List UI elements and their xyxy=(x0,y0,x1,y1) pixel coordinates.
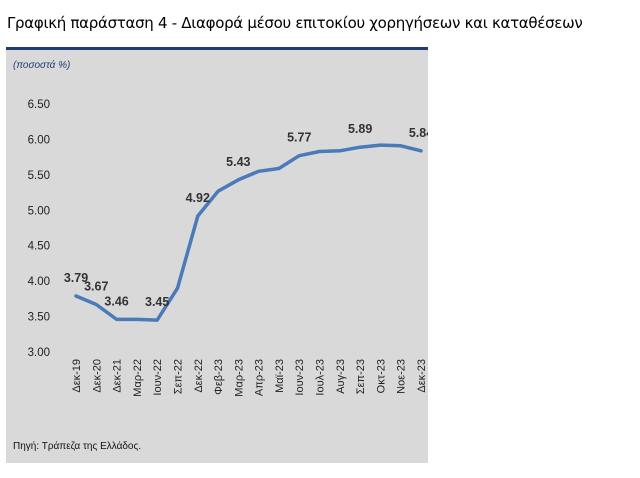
series-line xyxy=(74,143,423,322)
data-point xyxy=(419,149,423,153)
data-label: 3.46 xyxy=(104,294,128,308)
data-label: 3.45 xyxy=(145,295,169,309)
x-tick-label: Σεπ-22 xyxy=(172,359,184,394)
data-point xyxy=(277,166,281,170)
x-tick-label: Ιουλ-23 xyxy=(315,359,327,396)
data-point xyxy=(236,178,240,182)
y-tick-label: 6.50 xyxy=(28,99,50,111)
data-point xyxy=(115,317,119,321)
data-point xyxy=(175,286,179,290)
x-tick-label: Δεκ-23 xyxy=(416,359,428,393)
y-tick-label: 3.00 xyxy=(28,347,50,359)
data-point xyxy=(297,154,301,158)
data-point xyxy=(318,149,322,153)
data-label: 3.67 xyxy=(84,280,108,294)
data-label: 5.89 xyxy=(348,122,372,136)
x-tick-label: Δεκ-20 xyxy=(91,359,103,393)
data-point xyxy=(338,149,342,153)
chart-panel xyxy=(6,47,428,463)
data-point xyxy=(378,143,382,147)
data-point xyxy=(358,145,362,149)
data-label: 5.43 xyxy=(226,155,250,169)
x-tick-label: Μαρ-22 xyxy=(132,359,144,397)
x-tick-label: Οκτ-23 xyxy=(375,359,387,393)
x-tick-label: Νοε-23 xyxy=(396,359,408,394)
x-tick-label: Μαϊ-23 xyxy=(274,359,286,393)
y-tick-label: 4.00 xyxy=(28,276,50,288)
data-label: 5.77 xyxy=(287,131,311,145)
data-label: 4.92 xyxy=(186,191,210,205)
panel-top-border xyxy=(6,47,428,50)
data-point xyxy=(257,169,261,173)
x-tick-label: Ιουν-23 xyxy=(294,359,306,396)
y-tick-label: 3.50 xyxy=(28,312,50,324)
x-tick-label: Δεκ-21 xyxy=(112,359,124,393)
x-tick-label: Δεκ-19 xyxy=(71,359,83,393)
source-note: Πηγή: Τράπεζα της Ελλάδος. xyxy=(13,441,142,452)
data-point xyxy=(74,294,78,298)
data-label: 5.84 xyxy=(409,126,428,140)
x-tick-label: Μαρ-23 xyxy=(233,359,245,397)
y-tick-label: 6.00 xyxy=(28,134,50,146)
x-tick-label: Σεπ-23 xyxy=(355,359,367,394)
y-tick-label: 5.50 xyxy=(28,170,50,182)
y-units-label: (ποσοστά %) xyxy=(13,60,71,71)
x-tick-label: Δεκ-22 xyxy=(193,359,205,393)
x-tick-label: Φεβ-23 xyxy=(213,359,225,395)
data-point xyxy=(155,318,159,322)
y-tick-label: 5.00 xyxy=(28,205,50,217)
line-chart: 3.00 3.50 4.00 4.50 5.00 5.50 6.00 6.50 Δεκ-19 Δε… xyxy=(28,99,428,397)
y-tick-label: 4.50 xyxy=(28,241,50,253)
data-point xyxy=(94,303,98,307)
x-tick-label: Αυγ-23 xyxy=(335,359,347,394)
data-point xyxy=(399,144,403,148)
x-tick-label: Ιουν-22 xyxy=(152,359,164,396)
x-tick-label: Απρ-23 xyxy=(254,359,266,396)
data-point xyxy=(135,317,139,321)
data-point xyxy=(196,214,200,218)
data-label: 3.79 xyxy=(64,271,88,285)
data-point xyxy=(216,189,220,193)
page-title: Γραφική παράσταση 4 - Διαφορά μέσου επιτ… xyxy=(7,14,583,32)
